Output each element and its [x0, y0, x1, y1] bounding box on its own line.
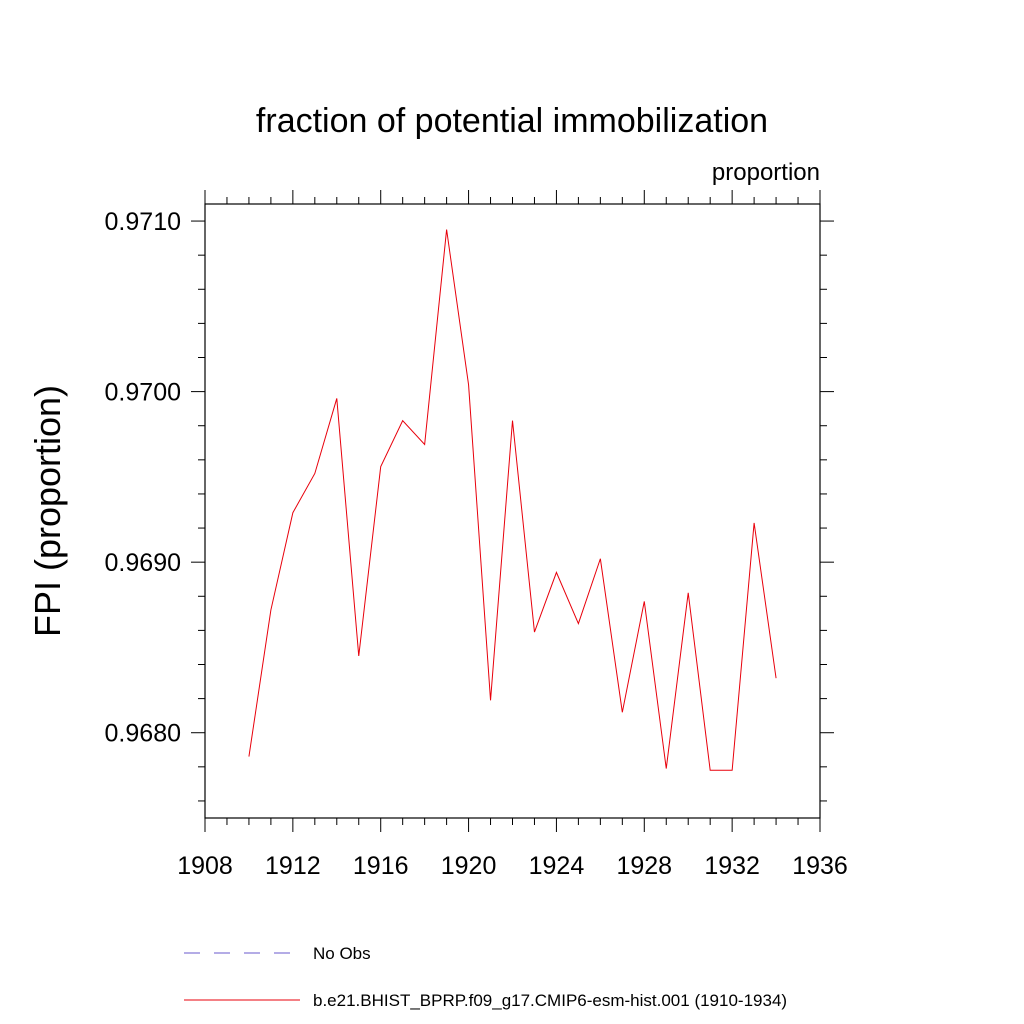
data-point: [643, 600, 646, 603]
x-tick-label: 1936: [792, 852, 848, 880]
data-point: [687, 591, 690, 594]
data-point: [665, 767, 668, 770]
x-tick-label: 1928: [616, 852, 672, 880]
data-point: [401, 419, 404, 422]
data-point: [467, 383, 470, 386]
legend: No Obs b.e21.BHIST_BPRP.f09_g17.CMIP6-es…: [184, 944, 787, 1010]
y-tick-label: 0.9710: [105, 208, 181, 236]
legend-label-no-obs: No Obs: [313, 944, 371, 963]
data-point: [423, 443, 426, 446]
y-tick-label: 0.9680: [105, 720, 181, 748]
data-point: [577, 622, 580, 625]
series-line: [248, 229, 777, 771]
x-tick-label: 1932: [704, 852, 760, 880]
data-point: [313, 472, 316, 475]
data-point: [357, 654, 360, 657]
data-point: [379, 465, 382, 468]
y-tick-label: 0.9690: [105, 549, 181, 577]
data-point: [247, 755, 250, 758]
plot-frame: [204, 203, 821, 819]
axis-ticks: [191, 190, 834, 832]
x-tick-label: 1924: [529, 852, 585, 880]
x-tick-label: 1920: [441, 852, 497, 880]
legend-label-model-run: b.e21.BHIST_BPRP.f09_g17.CMIP6-esm-hist.…: [313, 991, 787, 1010]
data-point: [269, 608, 272, 611]
data-point: [753, 521, 756, 524]
data-point: [533, 631, 536, 634]
units-label: proportion: [712, 159, 820, 186]
data-point: [511, 419, 514, 422]
y-tick-labels: 0.9680 0.9690 0.9700 0.9710: [105, 208, 181, 748]
data-point: [445, 228, 448, 231]
x-tick-label: 1916: [353, 852, 409, 880]
data-point: [335, 397, 338, 400]
x-tick-labels: 1908 1912 1916 1920 1924 1928 1932 1936: [177, 852, 848, 880]
data-point: [599, 557, 602, 560]
y-tick-label: 0.9700: [105, 379, 181, 407]
y-axis-label: FPI (proportion): [27, 385, 68, 637]
x-tick-label: 1908: [177, 852, 233, 880]
data-point: [731, 769, 734, 772]
data-point: [291, 511, 294, 514]
data-point: [775, 677, 778, 680]
chart-title: fraction of potential immobilization: [256, 102, 768, 140]
data-point: [621, 711, 624, 714]
x-tick-label: 1912: [265, 852, 321, 880]
data-point: [489, 699, 492, 702]
series-lines: [247, 228, 778, 772]
data-point: [555, 571, 558, 574]
data-point: [709, 769, 712, 772]
